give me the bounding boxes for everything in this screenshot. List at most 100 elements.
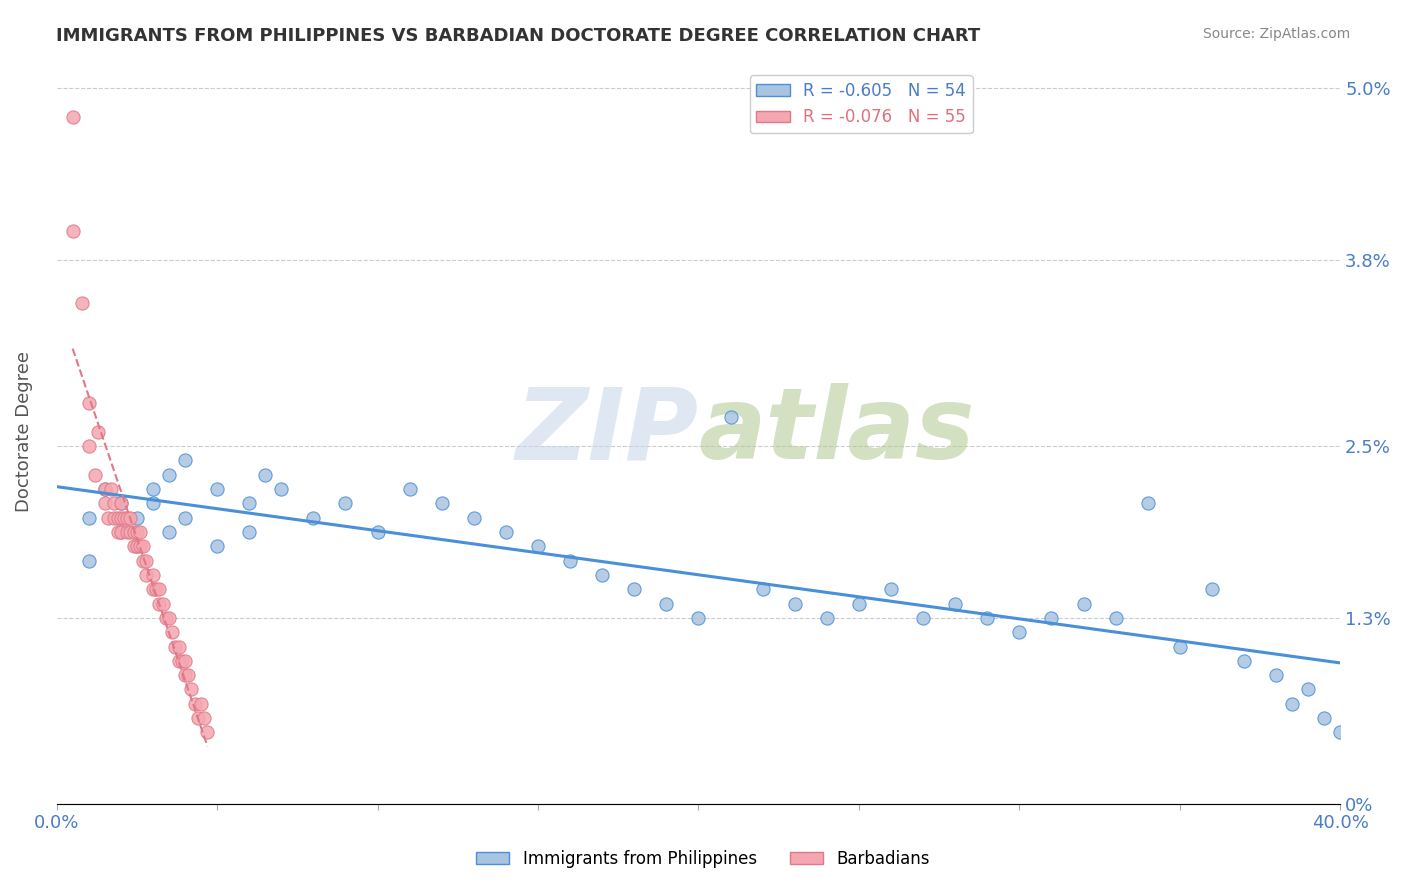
Point: [115, 510, 138, 524]
Point: [1073, 597, 1095, 611]
Text: Source: ZipAtlas.com: Source: ZipAtlas.com: [1202, 27, 1350, 41]
Point: [655, 597, 678, 611]
Point: [115, 524, 138, 539]
Point: [84, 467, 107, 482]
Point: [1265, 668, 1288, 682]
Point: [302, 510, 325, 524]
Text: ZIP: ZIP: [516, 384, 699, 480]
Point: [110, 524, 132, 539]
Point: [943, 597, 966, 611]
Point: [174, 453, 197, 467]
Point: [62, 224, 84, 238]
Point: [1281, 697, 1303, 711]
Point: [205, 482, 228, 496]
Point: [1136, 496, 1159, 510]
Point: [142, 482, 165, 496]
Point: [1233, 654, 1256, 668]
Point: [174, 654, 197, 668]
Point: [94, 482, 117, 496]
Point: [110, 496, 132, 510]
Point: [367, 524, 389, 539]
Point: [623, 582, 645, 597]
Point: [72, 296, 94, 310]
Point: [157, 467, 180, 482]
Point: [97, 510, 120, 524]
Point: [193, 711, 215, 725]
Point: [174, 510, 197, 524]
Point: [880, 582, 903, 597]
Point: [720, 410, 742, 425]
Point: [187, 711, 209, 725]
Point: [688, 611, 710, 625]
Point: [270, 482, 292, 496]
Point: [238, 496, 260, 510]
Point: [177, 668, 200, 682]
Point: [174, 668, 197, 682]
Point: [77, 554, 100, 568]
Point: [107, 524, 129, 539]
Point: [135, 568, 157, 582]
Point: [152, 597, 174, 611]
Point: [238, 524, 260, 539]
Point: [751, 582, 773, 597]
Point: [132, 539, 155, 553]
Point: [1296, 682, 1319, 697]
Point: [157, 611, 180, 625]
Point: [398, 482, 420, 496]
Point: [205, 539, 228, 553]
Point: [1201, 582, 1223, 597]
Point: [848, 597, 870, 611]
Point: [77, 396, 100, 410]
Point: [142, 496, 165, 510]
Point: [112, 510, 135, 524]
Point: [94, 482, 117, 496]
Point: [1168, 640, 1191, 654]
Legend: R = -0.605   N = 54, R = -0.076   N = 55: R = -0.605 N = 54, R = -0.076 N = 55: [749, 76, 973, 133]
Point: [77, 510, 100, 524]
Point: [148, 597, 170, 611]
Point: [180, 682, 202, 697]
Point: [335, 496, 357, 510]
Point: [142, 582, 165, 597]
Point: [1040, 611, 1063, 625]
Point: [912, 611, 935, 625]
Point: [148, 582, 170, 597]
Point: [463, 510, 485, 524]
Point: [107, 510, 129, 524]
Point: [145, 582, 167, 597]
Point: [783, 597, 806, 611]
Point: [167, 654, 190, 668]
Point: [132, 554, 155, 568]
Legend: Immigrants from Philippines, Barbadians: Immigrants from Philippines, Barbadians: [470, 844, 936, 875]
Point: [122, 539, 145, 553]
Point: [1313, 711, 1336, 725]
Point: [103, 510, 125, 524]
Point: [125, 539, 148, 553]
Point: [815, 611, 838, 625]
Point: [110, 510, 132, 524]
Point: [142, 568, 165, 582]
Point: [125, 539, 148, 553]
Point: [591, 568, 613, 582]
Point: [100, 482, 122, 496]
Point: [197, 725, 219, 739]
Point: [125, 524, 148, 539]
Point: [120, 524, 142, 539]
Point: [120, 510, 142, 524]
Point: [165, 640, 187, 654]
Point: [190, 697, 212, 711]
Point: [135, 554, 157, 568]
Point: [129, 524, 152, 539]
Point: [183, 697, 205, 711]
Point: [87, 425, 110, 439]
Y-axis label: Doctorate Degree: Doctorate Degree: [15, 351, 32, 512]
Point: [558, 554, 581, 568]
Point: [155, 611, 177, 625]
Point: [1008, 625, 1031, 640]
Point: [1104, 611, 1126, 625]
Point: [125, 510, 148, 524]
Point: [129, 539, 152, 553]
Text: IMMIGRANTS FROM PHILIPPINES VS BARBADIAN DOCTORATE DEGREE CORRELATION CHART: IMMIGRANTS FROM PHILIPPINES VS BARBADIAN…: [56, 27, 980, 45]
Point: [94, 496, 117, 510]
Point: [527, 539, 550, 553]
